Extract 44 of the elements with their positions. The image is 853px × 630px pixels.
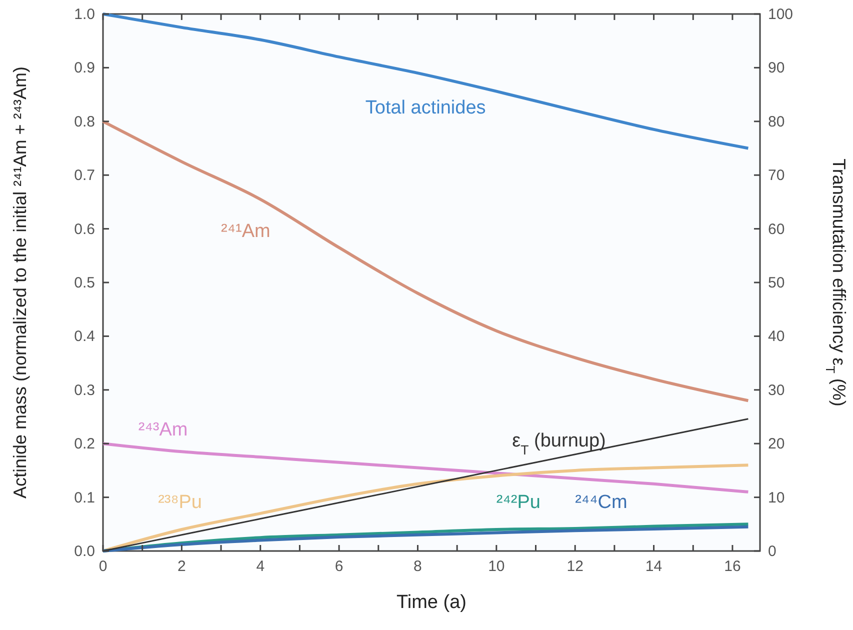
line-series	[102, 120, 750, 402]
series-label: ²⁴²Pu	[496, 492, 540, 514]
y2-tick-label: 100	[768, 6, 794, 23]
x-tick-label: 14	[645, 558, 662, 575]
series-label: ²⁴⁴Cm	[575, 492, 628, 514]
x-tick-label: 0	[98, 558, 108, 575]
y-tick-label: 0.4	[74, 328, 95, 346]
y2-tick-label: 0	[768, 543, 776, 560]
y-tick-label: 0.0	[74, 543, 95, 560]
y2-tick-label: 30	[768, 382, 785, 399]
x-tick-label: 16	[724, 558, 741, 575]
y2-tick-label: 80	[768, 113, 785, 130]
x-tick-label: 6	[334, 558, 344, 575]
y2-tick-label: 20	[768, 436, 785, 453]
y-tick-label: 0.1	[74, 489, 95, 506]
x-tick-label: 2	[178, 558, 186, 575]
y-tick-label: 0.3	[74, 382, 95, 399]
y-axis-title: Actinide mass (normalized to the initial ²⁴¹Am + ²⁴³Am)	[10, 66, 30, 499]
y2-tick-label: 40	[768, 328, 785, 346]
y2-tick-label: 60	[768, 220, 785, 238]
x-axis-title: Time (a)	[396, 592, 467, 613]
y-tick-label: 0.9	[74, 60, 95, 77]
y-tick-label: 0.8	[74, 113, 95, 130]
y-tick-label: 0.7	[74, 167, 95, 184]
y-tick-label: 0.2	[74, 436, 95, 453]
x-tick-label: 12	[566, 558, 584, 575]
y2-tick-label: 10	[768, 489, 785, 506]
y-tick-label: 0.6	[74, 220, 95, 238]
x-tick-label: 4	[256, 558, 265, 575]
y2-tick-label: 50	[768, 274, 785, 292]
series-label: Total actinides	[365, 97, 486, 118]
series-label: ²⁴³Am	[138, 420, 188, 441]
y-tick-label: 1.0	[74, 6, 95, 23]
line-series	[102, 418, 749, 552]
y2-tick-label: 70	[768, 167, 785, 184]
series-label: ²⁴¹Am	[221, 220, 270, 242]
series-label: ε$_{T}$ (burnup)	[512, 430, 606, 457]
y2-tick-label: 90	[768, 60, 785, 77]
line-series	[102, 12, 750, 150]
x-tick-label: 8	[414, 558, 422, 575]
series-label: ²³⁸Pu	[158, 492, 202, 514]
line-series	[102, 464, 750, 552]
x-tick-label: 10	[488, 558, 505, 575]
y-tick-label: 0.5	[74, 274, 95, 292]
